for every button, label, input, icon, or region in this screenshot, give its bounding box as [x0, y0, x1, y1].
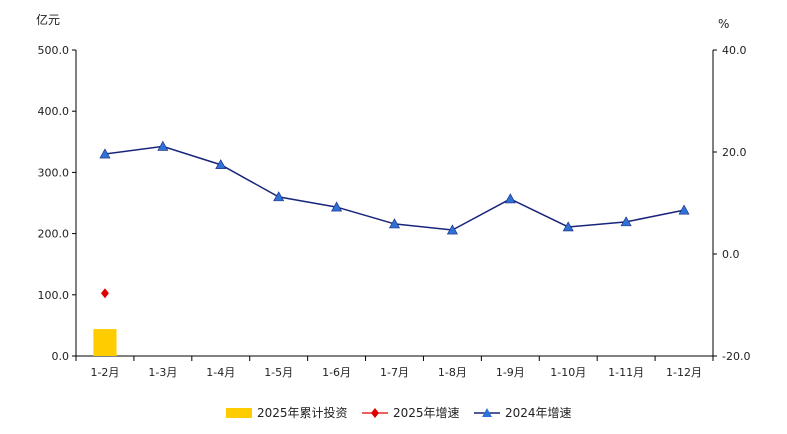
legend-swatch-bar: [226, 408, 252, 418]
x-tick-label: 1-9月: [496, 366, 525, 379]
x-tick-label: 1-12月: [666, 366, 702, 379]
series-line-2024: [104, 145, 685, 231]
point-2024-2: [157, 140, 169, 151]
left-tick-label: 200.0: [38, 228, 70, 241]
right-axis-unit: %: [718, 17, 729, 31]
point-2024-9: [562, 221, 574, 232]
x-tick-label: 1-4月: [206, 366, 235, 379]
x-tick-label: 1-3月: [148, 366, 177, 379]
right-axis: -20.0 0.0 20.0 40.0: [712, 44, 750, 363]
legend-diamond-icon: [371, 408, 379, 418]
point-2024-5: [331, 201, 343, 212]
x-tick-label: 1-6月: [322, 366, 351, 379]
legend-label: 2024年增速: [505, 406, 572, 420]
left-tick-label: 500.0: [38, 44, 70, 57]
bar-1: [93, 329, 117, 356]
legend-label: 2025年累计投资: [257, 405, 348, 420]
left-tick-label: 100.0: [38, 289, 70, 302]
right-tick-label: -20.0: [722, 350, 750, 363]
marker-series: [99, 140, 690, 299]
x-tick-label: 1-5月: [264, 366, 293, 379]
point-2024-1: [99, 148, 111, 159]
legend-triangle-icon: [482, 408, 492, 417]
left-tick-label: 0.0: [52, 350, 70, 363]
point-2024-10: [620, 216, 632, 227]
x-tick-label: 1-10月: [550, 366, 586, 379]
point-2024-6: [388, 218, 401, 229]
x-axis: 1-2月 1-3月 1-4月 1-5月 1-6月 1-7月 1-8月 1-9月 1-10月 1-1…: [75, 355, 714, 379]
left-axis-unit: 亿元: [36, 12, 60, 27]
bar-series: [93, 329, 117, 356]
right-tick-label: 20.0: [722, 146, 747, 159]
right-tick-label: 0.0: [722, 248, 740, 261]
point-2024-3: [215, 159, 227, 170]
left-tick-label: 300.0: [38, 166, 70, 179]
x-tick-label: 1-7月: [380, 366, 409, 379]
line-series: [104, 145, 685, 231]
point-2024-4: [273, 191, 285, 202]
x-tick-label: 1-2月: [90, 366, 119, 379]
point-2024-8: [504, 193, 516, 204]
left-tick-label: 400.0: [38, 105, 70, 118]
right-tick-label: 40.0: [722, 44, 747, 57]
left-axis: 0.0 100.0 200.0 300.0 400.0 500.0: [38, 44, 77, 363]
point-2025-1: [100, 288, 109, 299]
legend-label: 2025年增速: [393, 406, 460, 420]
point-2024-7: [446, 224, 458, 235]
x-tick-label: 1-8月: [438, 366, 467, 379]
x-tick-label: 1-11月: [608, 366, 644, 379]
point-2024-11: [678, 204, 690, 215]
legend: 2025年累计投资 2025年增速 2024年增速: [226, 405, 572, 420]
